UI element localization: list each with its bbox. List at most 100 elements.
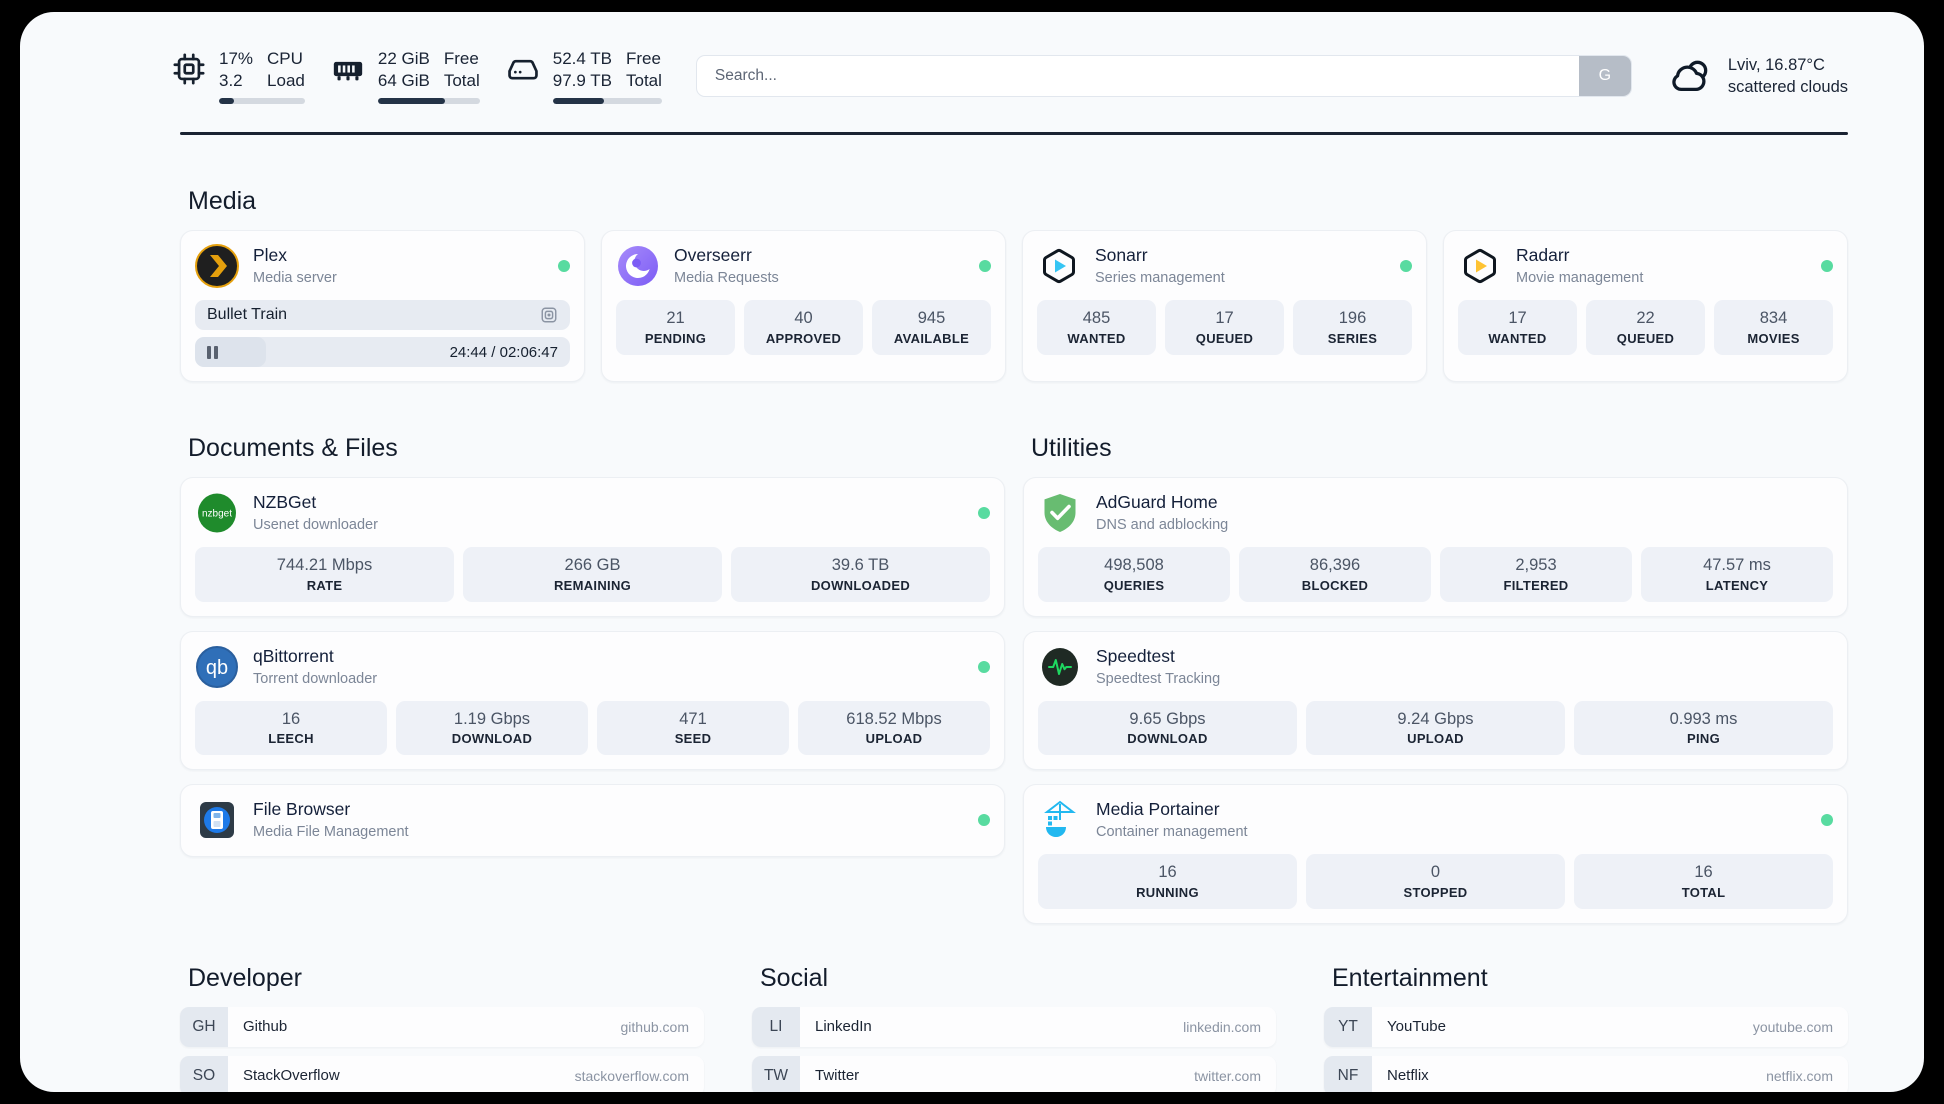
memory-usage-bar [377, 97, 480, 104]
bookmark-item[interactable]: YT YouTube youtube.com [1324, 1006, 1848, 1047]
service-card-nzbget[interactable]: nzbget NZBGet Usenet downloader 744.21 M… [180, 477, 1005, 617]
stat-value: 498,508 [1104, 556, 1164, 574]
service-card-overseerr[interactable]: Overseerr Media Requests 21 PENDING 40 A… [601, 230, 1006, 382]
stat-label: QUEUED [1616, 330, 1675, 346]
stat-item: 0.993 ms PING [1574, 700, 1833, 756]
stat-value: 47.57 ms [1703, 556, 1771, 574]
status-badge [1821, 814, 1833, 827]
stat-value: 196 [1338, 309, 1367, 327]
service-card-file-browser[interactable]: File Browser Media File Management [180, 784, 1005, 858]
service-name: AdGuard Home [1096, 492, 1218, 513]
playback-progress-bar[interactable]: 24:44 / 02:06:47 [195, 337, 570, 367]
bookmark-abbr: GH [180, 1006, 228, 1047]
stat-item: 2,953 FILTERED [1440, 547, 1632, 602]
service-name: Overseerr [674, 245, 752, 266]
stat-value: 17 [1508, 309, 1527, 327]
service-subtitle: DNS and adblocking [1096, 516, 1229, 533]
section-title-media: Media [188, 187, 257, 215]
service-name: NZBGet [253, 492, 317, 513]
bookmark-name: LinkedIn [815, 1018, 872, 1036]
bookmark-group-developer: Developer GH Github github.com SO StackO… [180, 964, 704, 1092]
bookmark-name: StackOverflow [243, 1067, 340, 1085]
bookmark-name: Twitter [815, 1067, 860, 1085]
media-card-row: Plex Media server Bullet Train [180, 230, 1848, 382]
stat-item: 945 AVAILABLE [872, 300, 991, 355]
service-name: Sonarr [1095, 245, 1148, 266]
service-subtitle: Media server [253, 269, 337, 286]
bookmark-group-title: Social [760, 963, 829, 992]
bookmark-group-social: Social LI LinkedIn linkedin.com TW Twitt… [752, 964, 1276, 1092]
service-subtitle: Movie management [1516, 269, 1644, 286]
stat-value: 945 [917, 309, 946, 327]
stat-value: 744.21 Mbps [276, 556, 373, 574]
speedtest-icon [1038, 645, 1082, 689]
cpu-label-top: CPU [267, 49, 303, 69]
stat-value: 9.65 Gbps [1129, 709, 1206, 728]
service-card-speedtest[interactable]: Speedtest Speedtest Tracking 9.65 Gbps D… [1023, 630, 1848, 771]
stats-row: 9.65 Gbps DOWNLOAD 9.24 Gbps UPLOAD 0.99… [1038, 700, 1833, 756]
stat-label: QUEUED [1195, 330, 1254, 346]
stat-label: REMAINING [553, 577, 632, 593]
stats-row: 21 PENDING 40 APPROVED 945 AVAILABLE [616, 300, 991, 355]
memory-label-bottom: Total [443, 71, 480, 90]
cpu-usage-bar [219, 97, 305, 104]
weather-location-temp: Lviv, 16.87°C [1727, 55, 1825, 74]
cpu-label-bottom: Load [267, 71, 305, 90]
stat-item: 9.24 Gbps UPLOAD [1306, 700, 1565, 756]
pause-icon[interactable] [207, 345, 218, 359]
service-card-media-portainer[interactable]: Media Portainer Container management 16 … [1023, 784, 1848, 924]
stat-value: 86,396 [1309, 556, 1361, 574]
search-engine-button[interactable]: G [1578, 56, 1631, 96]
bookmark-item[interactable]: NF Netflix netflix.com [1324, 1055, 1848, 1092]
service-name: Plex [253, 245, 288, 266]
stat-label: DOWNLOADED [810, 577, 911, 593]
stat-value: 485 [1082, 309, 1111, 327]
system-stat-disk: 52.4 TB 97.9 TB Free Total [506, 48, 662, 104]
ram-icon [331, 52, 365, 86]
cast-icon[interactable] [540, 306, 558, 324]
bookmark-item[interactable]: GH Github github.com [180, 1006, 704, 1047]
bookmark-item[interactable]: LI LinkedIn linkedin.com [752, 1006, 1276, 1047]
status-badge [978, 507, 990, 519]
stat-value: 39.6 TB [831, 556, 890, 574]
memory-total-value: 64 GiB [377, 71, 430, 90]
adguard-icon [1038, 491, 1082, 535]
search-box[interactable]: G [695, 55, 1632, 97]
stat-item: 17 WANTED [1458, 300, 1577, 355]
stats-row: 485 WANTED 17 QUEUED 196 SERIES [1037, 300, 1412, 355]
status-badge [1400, 260, 1412, 272]
disk-total-value: 97.9 TB [552, 71, 612, 90]
stat-label: WANTED [1488, 330, 1547, 346]
service-subtitle: Speedtest Tracking [1096, 670, 1221, 687]
bookmark-abbr: SO [180, 1055, 228, 1092]
service-card-adguard-home[interactable]: AdGuard Home DNS and adblocking 498,508 … [1023, 477, 1848, 617]
service-card-sonarr[interactable]: Sonarr Series management 485 WANTED 17 Q… [1022, 230, 1427, 382]
service-card-qbittorrent[interactable]: qb qBittorrent Torrent downloader 16 LEE… [180, 630, 1005, 771]
bookmark-group-entertainment: Entertainment YT YouTube youtube.com NF … [1324, 964, 1848, 1092]
service-name: Speedtest [1096, 645, 1175, 666]
bookmarks-area: Developer GH Github github.com SO StackO… [180, 964, 1848, 1092]
stat-item: 22 QUEUED [1586, 300, 1705, 355]
stat-value: 2,953 [1515, 556, 1557, 574]
stat-value: 16 [1158, 863, 1177, 882]
plex-icon [195, 244, 239, 288]
bookmark-item[interactable]: SO StackOverflow stackoverflow.com [180, 1055, 704, 1092]
service-card-radarr[interactable]: Radarr Movie management 17 WANTED 22 QUE… [1443, 230, 1848, 382]
now-playing-bar[interactable]: Bullet Train [195, 300, 570, 330]
radarr-icon [1458, 244, 1502, 288]
stat-item: 0 STOPPED [1306, 854, 1565, 909]
stat-label: PING [1687, 731, 1720, 747]
bookmark-item[interactable]: TW Twitter twitter.com [752, 1055, 1276, 1092]
stat-item: 86,396 BLOCKED [1239, 547, 1431, 602]
cpu-usage-value: 17% [219, 49, 254, 69]
service-card-plex[interactable]: Plex Media server Bullet Train [180, 230, 585, 382]
stat-value: 834 [1759, 309, 1788, 327]
stat-item: 47.57 ms LATENCY [1641, 547, 1833, 602]
stat-item: 16 TOTAL [1574, 854, 1833, 909]
sonarr-icon [1037, 244, 1081, 288]
weather-description: scattered clouds [1727, 78, 1848, 96]
stats-row: 16 LEECH 1.19 Gbps DOWNLOAD 471 SEED 6 [195, 700, 990, 756]
now-playing-title: Bullet Train [207, 306, 288, 323]
search-input[interactable] [696, 56, 1579, 96]
disk-label-bottom: Total [626, 71, 662, 90]
